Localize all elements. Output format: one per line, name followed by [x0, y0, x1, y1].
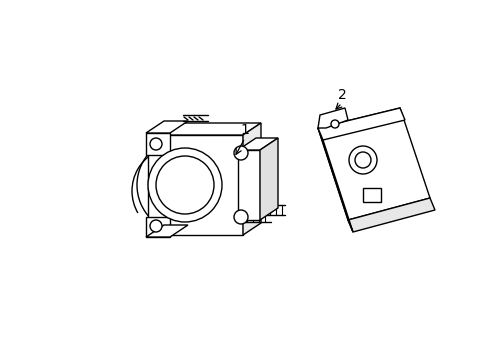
Polygon shape [146, 121, 187, 133]
Polygon shape [146, 133, 170, 155]
Polygon shape [347, 198, 434, 232]
Circle shape [234, 146, 247, 160]
Circle shape [354, 152, 370, 168]
Polygon shape [146, 225, 187, 237]
Polygon shape [317, 128, 352, 232]
Circle shape [148, 148, 222, 222]
Polygon shape [238, 138, 278, 150]
Polygon shape [238, 150, 260, 220]
Polygon shape [243, 123, 261, 235]
Polygon shape [317, 108, 429, 220]
Circle shape [150, 220, 162, 232]
Polygon shape [148, 123, 261, 135]
Circle shape [330, 120, 338, 128]
Polygon shape [146, 217, 170, 237]
Text: 1: 1 [240, 123, 249, 137]
Text: 2: 2 [337, 88, 346, 102]
Circle shape [150, 138, 162, 150]
Polygon shape [317, 108, 404, 140]
Circle shape [234, 210, 247, 224]
Polygon shape [260, 138, 278, 220]
Polygon shape [362, 188, 380, 202]
Polygon shape [148, 135, 243, 235]
Circle shape [156, 156, 214, 214]
Circle shape [348, 146, 376, 174]
Polygon shape [317, 108, 347, 128]
